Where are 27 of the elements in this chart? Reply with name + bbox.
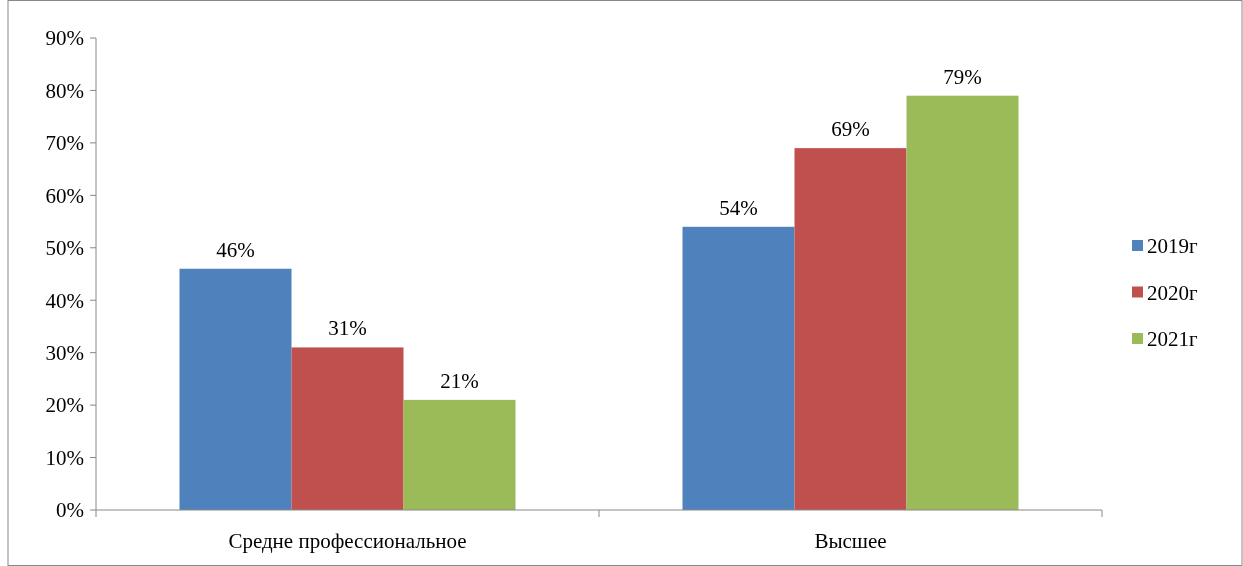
y-tick-label: 80% [45, 78, 84, 103]
y-tick-label: 30% [45, 341, 84, 366]
data-label: 79% [943, 64, 982, 89]
bar [906, 95, 1019, 510]
data-label: 46% [216, 237, 255, 262]
data-label: 54% [719, 195, 758, 220]
y-tick-label: 40% [45, 288, 84, 313]
x-tick-label: Средне профессиональное [228, 529, 467, 553]
x-tick-label: Высшее [814, 529, 887, 553]
y-tick-label: 0% [56, 498, 84, 523]
y-tick-label: 20% [45, 393, 84, 418]
y-tick-label: 90% [45, 26, 84, 51]
y-tick-label: 10% [45, 445, 84, 470]
legend-label: 2020г [1147, 280, 1198, 305]
data-label: 69% [831, 117, 870, 142]
bar [291, 347, 404, 510]
y-tick-label: 60% [45, 183, 84, 208]
legend-label: 2021г [1147, 327, 1198, 352]
y-tick-label: 70% [45, 131, 84, 156]
legend-label: 2019г [1147, 234, 1198, 259]
bar [682, 226, 795, 510]
data-label: 31% [328, 316, 367, 341]
data-label: 21% [440, 368, 479, 393]
bar [403, 399, 516, 510]
y-tick-label: 50% [45, 236, 84, 261]
bar [179, 268, 292, 510]
bar [794, 148, 907, 510]
